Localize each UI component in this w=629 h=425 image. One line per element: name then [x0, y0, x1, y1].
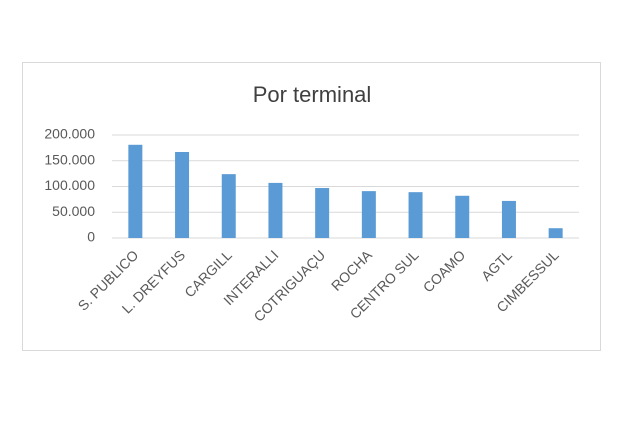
bar [361, 191, 376, 238]
bar [221, 174, 236, 238]
bar [315, 188, 330, 238]
bar [455, 195, 470, 238]
bar [548, 228, 563, 238]
bar [501, 200, 516, 238]
y-tick-label: 100.000 [44, 177, 95, 193]
y-tick-label: 50.000 [52, 203, 95, 219]
bar [175, 151, 190, 238]
bar [268, 182, 283, 238]
bar [408, 192, 423, 238]
y-tick-label: 150.000 [44, 151, 95, 167]
chart-title: Por terminal [253, 82, 372, 107]
y-tick-label: 200.000 [44, 126, 95, 142]
y-tick-label: 0 [87, 229, 95, 245]
bar [128, 144, 143, 238]
